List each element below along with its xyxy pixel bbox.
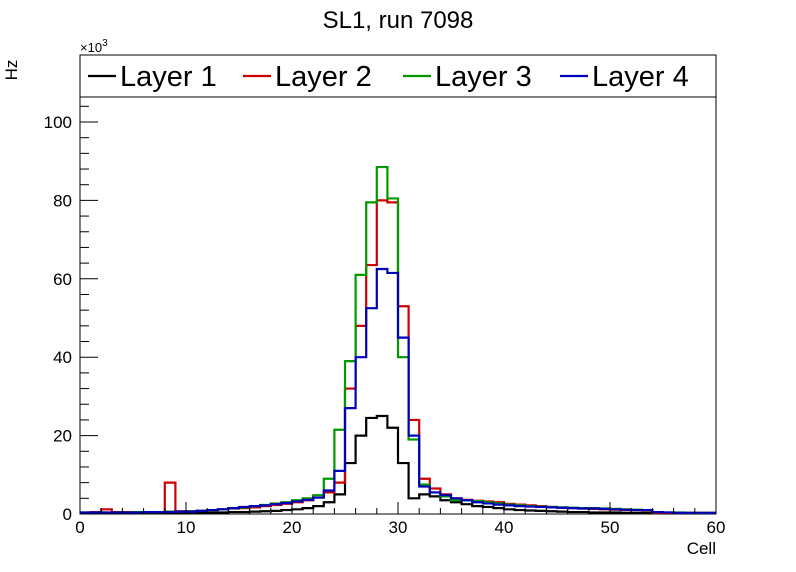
y-tick-label: 20 <box>53 427 72 446</box>
y-tick-label: 40 <box>53 348 72 367</box>
chart-title: SL1, run 7098 <box>323 7 474 34</box>
series-line-layer-4 <box>80 267 716 514</box>
legend-label-layer-2: Layer 2 <box>275 61 372 93</box>
x-tick-label: 40 <box>495 518 514 537</box>
y-axis-multiplier: ×103 <box>80 38 108 55</box>
legend-label-layer-4: Layer 4 <box>592 61 689 93</box>
x-tick-label: 0 <box>75 518 84 537</box>
x-tick-label: 60 <box>707 518 726 537</box>
axis-ticks: 0 10 20 30 40 50 60 0 20 40 60 80 100 <box>44 105 726 537</box>
y-tick-label: 0 <box>63 505 72 524</box>
y-multiplier-exponent: 3 <box>102 38 108 49</box>
x-tick-label: 30 <box>389 518 408 537</box>
legend-box <box>79 54 717 98</box>
legend: Layer 1 Layer 2 Layer 3 Layer 4 <box>79 54 717 98</box>
y-tick-label: 100 <box>44 113 72 132</box>
legend-label-layer-3: Layer 3 <box>435 61 532 93</box>
x-tick-label: 50 <box>601 518 620 537</box>
y-multiplier-base: ×10 <box>80 40 102 55</box>
x-tick-label: 10 <box>177 518 196 537</box>
y-tick-label: 60 <box>53 270 72 289</box>
y-axis-label: Hz <box>2 60 21 81</box>
x-axis-label: Cell <box>687 539 716 558</box>
x-tick-label: 20 <box>283 518 302 537</box>
legend-label-layer-1: Layer 1 <box>120 61 217 93</box>
data-series <box>80 165 716 515</box>
y-tick-label: 80 <box>53 191 72 210</box>
